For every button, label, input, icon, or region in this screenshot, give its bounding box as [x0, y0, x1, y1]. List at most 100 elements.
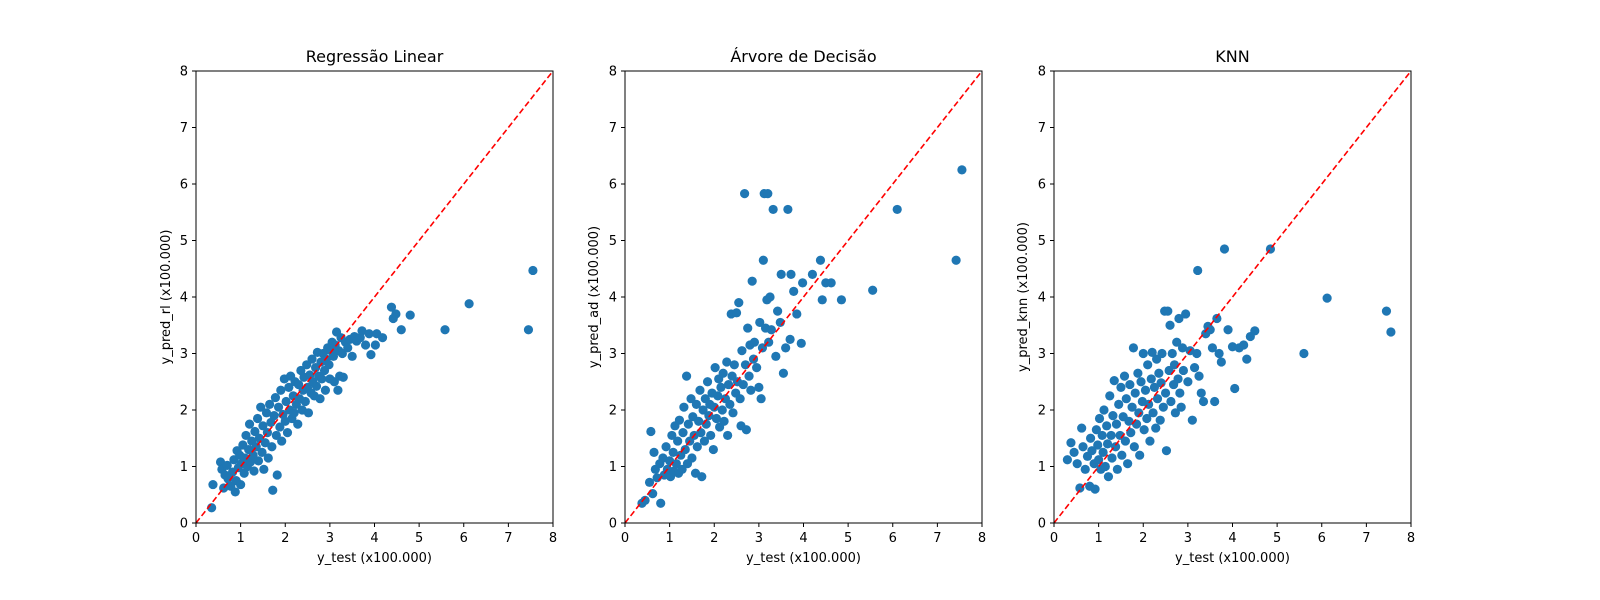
y-axis-label: y_pred_knn (x100.000)	[1016, 222, 1031, 372]
scatter-point	[317, 374, 327, 384]
scatter-point	[683, 419, 693, 429]
scatter-point	[817, 295, 827, 305]
scatter-point	[324, 360, 334, 370]
scatter-point	[268, 485, 278, 495]
x-tick-label: 7	[504, 531, 512, 546]
scatter-point	[1139, 425, 1149, 435]
scatter-point	[744, 371, 754, 381]
scatter-point	[1102, 421, 1112, 431]
scatter-point	[783, 204, 793, 215]
scatter-point	[293, 419, 303, 429]
y-tick-label: 5	[609, 234, 617, 249]
scatter-point	[315, 394, 325, 404]
scatter-point	[1166, 396, 1176, 407]
x-tick-label: 3	[1184, 531, 1192, 546]
scatter-point	[702, 377, 713, 387]
scatter-point	[377, 333, 388, 343]
scatter-point	[223, 474, 233, 484]
scatter-point	[364, 329, 374, 339]
plot-area	[624, 70, 983, 524]
scatter-point	[289, 408, 299, 418]
x-tick-label: 0	[621, 531, 629, 546]
y-tick-label: 5	[1038, 234, 1046, 249]
scatter-point	[649, 447, 659, 457]
scatter-point	[357, 326, 367, 336]
x-tick-label: 1	[236, 531, 244, 546]
scatter-point	[1087, 446, 1097, 456]
scatter-point	[1142, 413, 1152, 424]
scatter-point	[303, 408, 314, 418]
x-tick-label: 8	[549, 531, 557, 546]
scatter-point	[723, 379, 734, 390]
scatter-point	[868, 285, 878, 295]
scatter-point	[257, 447, 267, 457]
scatter-point	[747, 276, 757, 286]
scatter-point	[1160, 388, 1171, 398]
scatter-point	[440, 325, 450, 335]
scatter-point	[1181, 309, 1191, 319]
scatter-point	[1117, 450, 1127, 460]
y-tick-label: 0	[180, 517, 188, 532]
scatter-point	[300, 396, 310, 407]
scatter-point	[1219, 244, 1230, 254]
x-tick-label: 2	[1139, 531, 1147, 546]
scatter-point	[277, 436, 287, 446]
scatter-point	[253, 456, 264, 466]
scatter-point	[1189, 363, 1200, 373]
subplot-1: Regressão Linear y_test (x100.000) y_pre…	[159, 47, 557, 566]
scatter-point	[768, 204, 778, 215]
scatter-point	[789, 286, 799, 296]
y-tick-label: 0	[609, 517, 617, 532]
scatter-point	[740, 189, 750, 199]
x-tick-label: 6	[1318, 531, 1326, 546]
scatter-point	[1154, 368, 1164, 378]
scatter-point	[236, 479, 246, 490]
scatter-point	[1109, 376, 1119, 386]
scatter-point	[773, 306, 783, 316]
scatter-point	[646, 426, 656, 437]
scatter-point	[1148, 408, 1158, 418]
scatter-point	[1147, 347, 1157, 357]
scatter-point	[523, 325, 534, 335]
scatter-point	[735, 394, 745, 404]
reference-line	[624, 70, 983, 524]
scatter-point	[661, 442, 671, 452]
scatter-point	[673, 436, 683, 446]
y-tick-label: 3	[609, 347, 617, 362]
scatter-point	[1106, 430, 1116, 441]
scatter-point	[679, 402, 689, 412]
scatter-point	[208, 479, 218, 490]
scatter-point	[1100, 461, 1110, 472]
scatter-point	[256, 402, 266, 412]
scatter-point	[680, 444, 690, 455]
scatter-point	[307, 354, 317, 364]
scatter-point	[1194, 371, 1204, 381]
scatter-point	[260, 438, 270, 448]
x-tick-label: 2	[281, 531, 289, 546]
x-tick-label: 4	[799, 531, 807, 546]
scatter-point	[699, 436, 710, 446]
x-axis-label: y_test (x100.000)	[1175, 551, 1290, 566]
scatter-point	[785, 334, 795, 344]
scatter-point	[360, 340, 371, 350]
scatter-point	[1133, 368, 1143, 378]
scatter-point	[1108, 411, 1118, 421]
scatter-point	[265, 399, 275, 409]
scatter-point	[1112, 464, 1122, 474]
scatter-point	[1116, 382, 1126, 392]
ticks-layer: 0 1 2 3 4 5 6 7 8 0 1 2 3 4 5 6 7 8	[1038, 65, 1415, 547]
scatter-point	[1158, 402, 1168, 412]
scatter-point	[731, 308, 742, 318]
scatter-point	[282, 428, 293, 438]
scatter-point	[1099, 405, 1109, 415]
scatter-point	[1386, 327, 1396, 337]
scatter-point	[892, 204, 902, 215]
scatter-point	[1062, 455, 1072, 465]
scatter-point	[528, 265, 538, 276]
scatter-point	[738, 379, 748, 390]
scatter-point	[778, 368, 789, 378]
x-tick-label: 2	[710, 531, 718, 546]
scatter-point	[1149, 382, 1160, 392]
axes-frame	[624, 70, 983, 524]
